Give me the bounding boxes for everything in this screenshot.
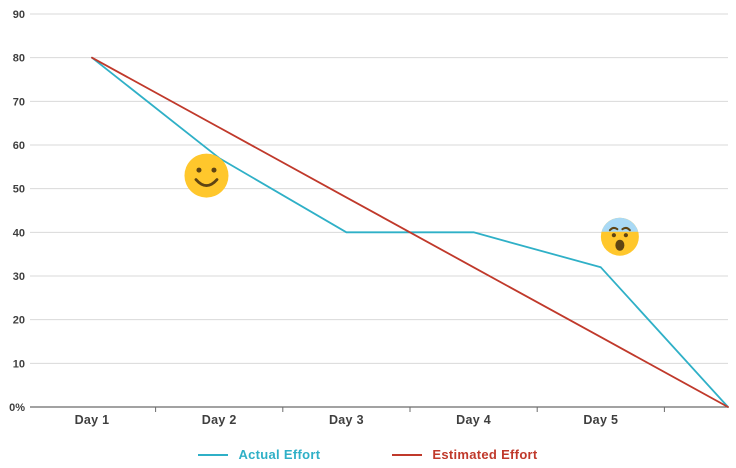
legend-line-swatch-estimated (392, 453, 423, 456)
x-axis-tick-label: Day 4 (456, 413, 491, 427)
legend-label-estimated: Estimated Effort (432, 447, 538, 462)
chart-canvas: 90 80 70 60 50 40 30 20 10 0% Day 1 Day 2 Day 3 Day 4… (9, 9, 729, 427)
legend-item-estimated-effort: Estimated Effort (392, 447, 537, 462)
x-axis-tick-label: Day 3 (329, 413, 364, 427)
y-axis-tick-label: 0% (9, 402, 25, 414)
y-axis-tick-label: 50 (13, 184, 25, 196)
y-axis-tick-label: 10 (13, 358, 25, 370)
y-axis-tick-label: 40 (13, 227, 25, 239)
series-line-estimated-effort (91, 56, 729, 408)
x-axis-tick-label: Day 2 (202, 413, 237, 427)
x-axis-tick-label: Day 5 (583, 413, 618, 427)
y-axis-tick-label: 70 (13, 96, 25, 108)
legend-label-actual: Actual Effort (238, 447, 321, 462)
x-axis-tick-label: Day 1 (75, 413, 110, 427)
y-axis-tick-label: 80 (13, 53, 25, 65)
y-axis-tick-label: 30 (13, 271, 25, 283)
y-axis-tick-label: 90 (13, 9, 25, 21)
happy-face-emoji (184, 153, 229, 198)
chart-legend: Actual Effort Estimated Effort (0, 447, 736, 462)
y-axis-tick-label: 60 (13, 140, 25, 152)
anxious-face-emoji (600, 217, 639, 256)
y-axis-tick-label: 20 (13, 315, 25, 327)
legend-line-swatch-actual (198, 453, 229, 456)
legend-item-actual-effort: Actual Effort (198, 447, 320, 462)
